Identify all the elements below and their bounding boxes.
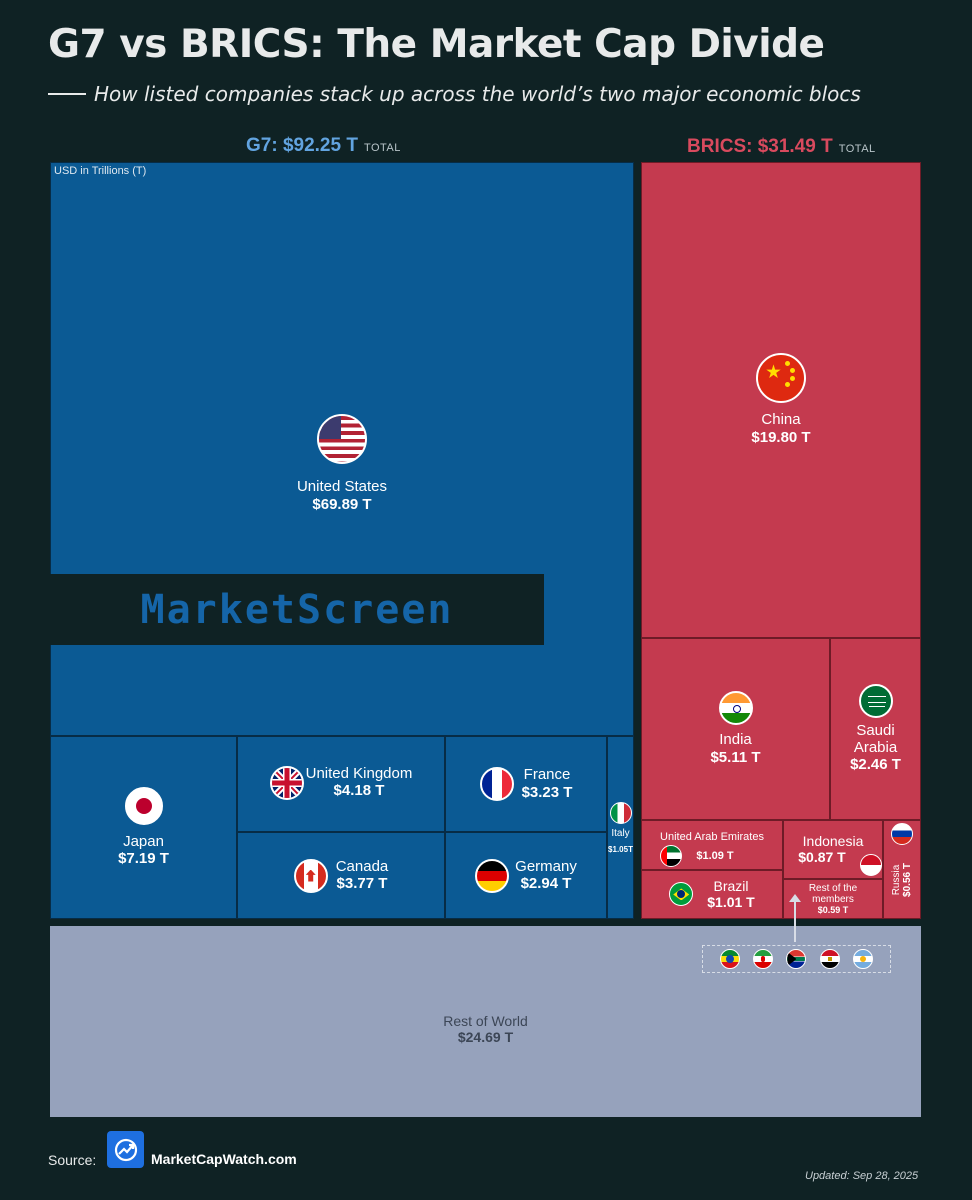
uk-flag-icon — [269, 765, 304, 800]
saudi-arabia-flag-icon — [858, 683, 893, 718]
label-russia: Russia — [890, 864, 902, 896]
ethiopia-flag-icon — [719, 949, 740, 969]
brazil-flag-icon — [669, 882, 694, 907]
tile-indonesia: Indonesia $0.87 T — [783, 820, 883, 879]
tile-japan: Japan $7.19 T — [50, 736, 237, 919]
value-brazil: $1.01 T — [707, 894, 755, 911]
tile-rest-of-world: Rest of World $24.69 T — [50, 926, 921, 1117]
label-germany: Germany — [515, 857, 577, 875]
japan-flag-icon — [124, 786, 163, 825]
label-united-kingdom: United Kingdom — [305, 765, 413, 782]
brics-total-header: BRICS: $31.49 T TOTAL — [687, 136, 876, 158]
value-united-arab-emirates: $1.09 T — [696, 850, 734, 862]
trend-chart-icon — [114, 1138, 137, 1161]
canada-flag-icon — [293, 858, 328, 893]
subtitle-dash — [48, 93, 86, 95]
label-saudi-arabia: Saudi Arabia — [853, 721, 898, 756]
china-flag-icon — [756, 353, 806, 404]
tile-china: China $19.80 T — [641, 162, 921, 638]
g7-total-word: TOTAL — [363, 142, 401, 154]
source-label: Source: — [48, 1152, 97, 1168]
label-italy: Italy — [611, 827, 630, 839]
france-flag-icon — [479, 767, 514, 801]
south-africa-flag-icon — [786, 949, 807, 969]
tile-germany: Germany $2.94 T — [445, 832, 607, 919]
source-site[interactable]: MarketCapWatch.com — [151, 1151, 297, 1167]
subtitle-row: How listed companies stack up across the… — [48, 82, 861, 106]
value-united-kingdom: $4.18 T — [333, 782, 385, 800]
chart-subtitle: How listed companies stack up across the… — [94, 82, 861, 106]
value-china: $19.80 T — [751, 428, 811, 446]
label-japan: Japan — [123, 832, 164, 850]
label-rest-of-members: Rest of the members — [808, 883, 858, 905]
marketcapwatch-logo — [107, 1131, 144, 1168]
tile-russia: Russia $0.56 T — [883, 820, 921, 919]
label-brazil: Brazil — [713, 878, 749, 895]
tile-united-states: United States $69.89 T — [50, 162, 634, 736]
value-united-states: $69.89 T — [312, 495, 372, 513]
us-flag-icon — [317, 414, 367, 465]
value-france: $3.23 T — [521, 783, 573, 801]
tile-india: India $5.11 T — [641, 638, 830, 820]
germany-flag-icon — [475, 858, 510, 893]
label-rest-of-world: Rest of World — [443, 1013, 528, 1030]
value-rest-of-members: $0.59 T — [817, 905, 849, 915]
india-flag-icon — [718, 691, 753, 726]
value-japan: $7.19 T — [118, 850, 169, 868]
tile-france: France $3.23 T — [445, 736, 607, 832]
value-italy: $1.05T — [608, 844, 633, 854]
label-united-states: United States — [296, 478, 388, 496]
iran-flag-icon — [753, 949, 774, 969]
value-rest-of-world: $24.69 T — [457, 1029, 514, 1046]
value-indonesia: $0.87 T — [798, 849, 846, 866]
label-canada: Canada — [335, 857, 389, 875]
value-india: $5.11 T — [710, 748, 761, 766]
tile-canada: Canada $3.77 T — [237, 832, 445, 919]
updated-date: Updated: Sep 28, 2025 — [805, 1170, 919, 1182]
italy-flag-icon — [609, 801, 632, 824]
value-russia: $0.56 T — [901, 863, 913, 897]
value-canada: $3.77 T — [336, 875, 388, 893]
indonesia-flag-icon — [860, 854, 882, 876]
label-china: China — [761, 411, 801, 429]
unit-note: USD in Trillions (T) — [54, 165, 147, 177]
value-germany: $2.94 T — [520, 875, 572, 893]
label-indonesia: Indonesia — [802, 833, 864, 850]
members-pointer-arrow — [789, 894, 801, 902]
brics-total-word: TOTAL — [838, 143, 876, 155]
tile-brazil: Brazil $1.01 T — [641, 870, 783, 919]
members-pointer-line — [794, 898, 796, 942]
tile-united-arab-emirates: United Arab Emirates $1.09 T — [641, 820, 783, 870]
label-india: India — [719, 731, 752, 749]
label-france: France — [523, 766, 571, 784]
tile-saudi-arabia: Saudi Arabia $2.46 T — [830, 638, 921, 820]
value-saudi-arabia: $2.46 T — [850, 756, 901, 774]
egypt-flag-icon — [819, 949, 840, 969]
tile-united-kingdom: United Kingdom $4.18 T — [237, 736, 445, 832]
label-united-arab-emirates: United Arab Emirates — [660, 831, 764, 843]
argentina-flag-icon — [853, 949, 874, 969]
watermark-text: MarketScreen — [140, 586, 454, 633]
russia-flag-icon — [891, 823, 913, 845]
watermark: MarketScreen — [50, 574, 544, 645]
tile-italy: Italy $1.05T — [607, 736, 634, 919]
chart-title: G7 vs BRICS: The Market Cap Divide — [48, 22, 825, 67]
uae-flag-icon — [660, 845, 683, 867]
rest-of-members-flags — [702, 945, 891, 973]
g7-total-label: G7: $92.25 T — [246, 135, 358, 156]
brics-total-label: BRICS: $31.49 T — [687, 136, 833, 157]
g7-total-header: G7: $92.25 T TOTAL — [246, 135, 401, 157]
